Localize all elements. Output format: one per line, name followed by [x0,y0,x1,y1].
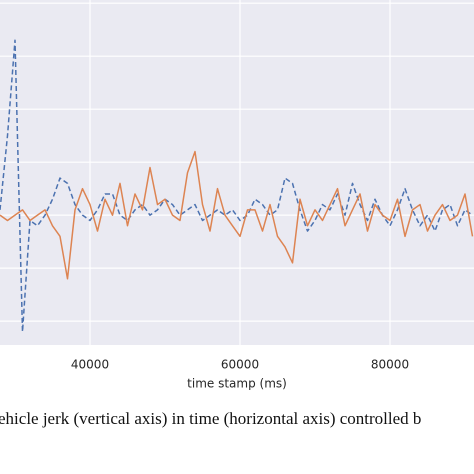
series-line [0,39,473,333]
x-axis-label: time stamp (ms) [187,377,287,391]
x-tick-label: 40000 [71,358,109,372]
x-tick-label: 80000 [371,358,409,372]
caption: ehicle jerk (vertical axis) in time (hor… [0,409,421,428]
plot-background [0,0,474,345]
x-tick-label: 60000 [221,358,259,372]
series-line [0,150,474,280]
